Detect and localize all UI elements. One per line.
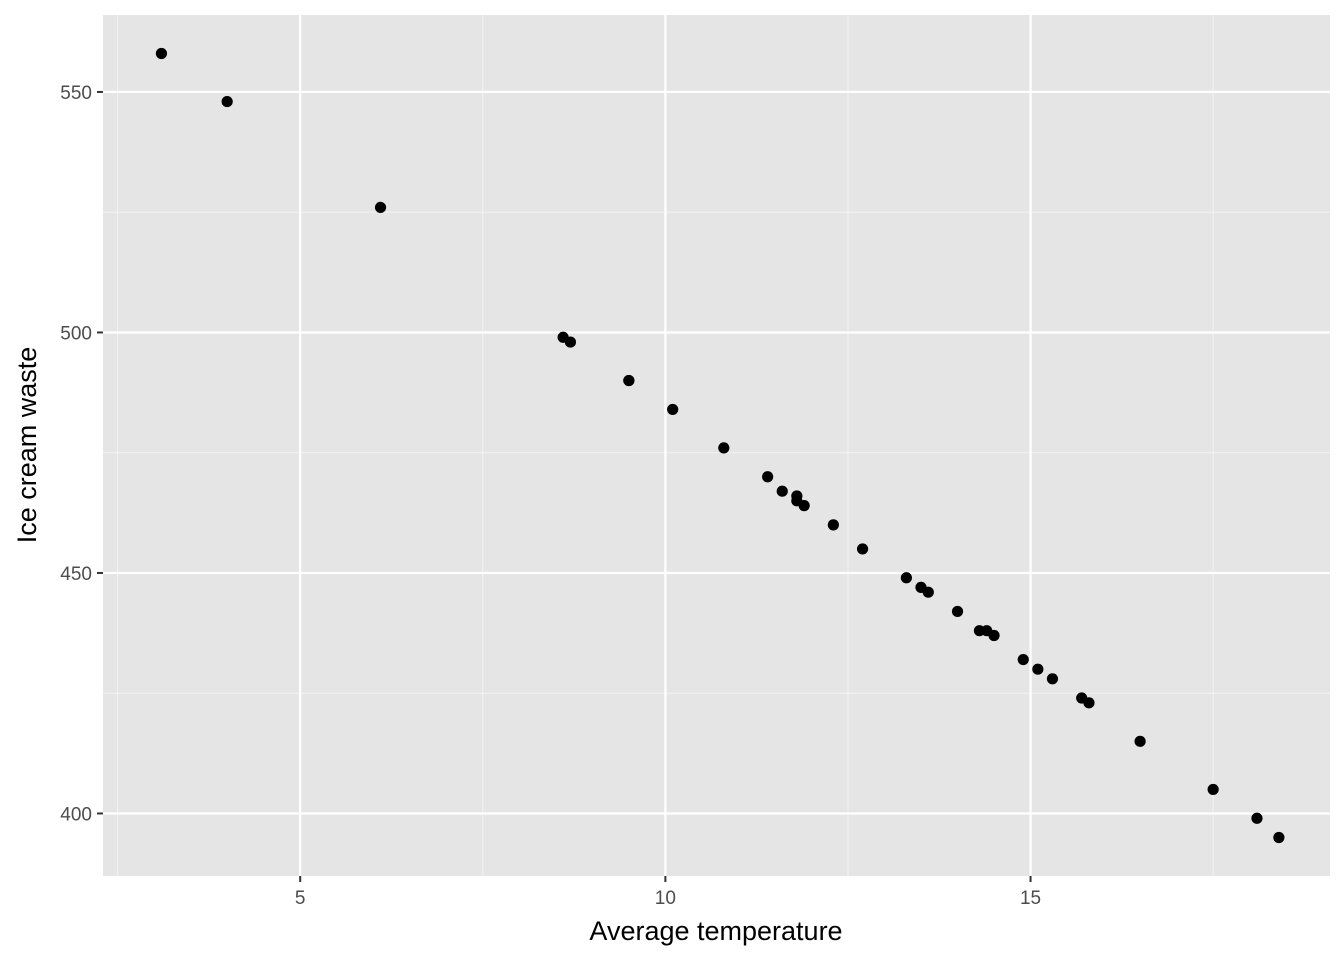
minor-gridlines bbox=[103, 15, 1330, 876]
y-tick-label: 500 bbox=[60, 323, 92, 344]
data-point bbox=[221, 95, 233, 108]
data-point bbox=[856, 543, 869, 555]
data-point bbox=[951, 605, 964, 618]
data-point bbox=[798, 500, 810, 512]
y-axis-title: Ice cream waste bbox=[12, 347, 42, 544]
x-axis-title: Average temperature bbox=[589, 916, 842, 946]
data-point bbox=[762, 471, 774, 483]
data-point bbox=[564, 336, 577, 348]
data-point bbox=[1207, 783, 1219, 796]
major-gridlines bbox=[103, 15, 1330, 876]
data-point bbox=[623, 374, 635, 387]
data-point bbox=[1017, 653, 1029, 666]
panel-background bbox=[103, 15, 1330, 876]
x-tick-label: 10 bbox=[655, 888, 676, 909]
y-tick-label: 400 bbox=[60, 804, 92, 825]
data-point bbox=[776, 485, 788, 497]
data-point bbox=[667, 403, 679, 416]
data-points bbox=[155, 47, 1285, 844]
data-point bbox=[155, 47, 168, 60]
data-point bbox=[1032, 663, 1044, 675]
data-point bbox=[827, 519, 839, 531]
y-tick-label: 450 bbox=[60, 564, 92, 585]
data-point bbox=[1134, 735, 1146, 747]
data-point bbox=[1083, 697, 1095, 709]
data-point bbox=[900, 572, 912, 584]
data-point bbox=[1251, 812, 1263, 824]
x-tick-label: 15 bbox=[1020, 888, 1041, 909]
x-tick-label: 5 bbox=[295, 888, 306, 909]
data-point bbox=[718, 442, 730, 454]
data-point bbox=[922, 586, 934, 598]
data-point bbox=[1273, 831, 1285, 844]
data-point bbox=[374, 201, 387, 214]
data-point bbox=[988, 629, 1000, 642]
y-tick-label: 550 bbox=[60, 83, 92, 104]
x-axis: 5 10 15 bbox=[295, 876, 1041, 909]
data-point bbox=[1046, 673, 1059, 685]
y-axis: 400 450 500 550 bbox=[60, 83, 103, 825]
